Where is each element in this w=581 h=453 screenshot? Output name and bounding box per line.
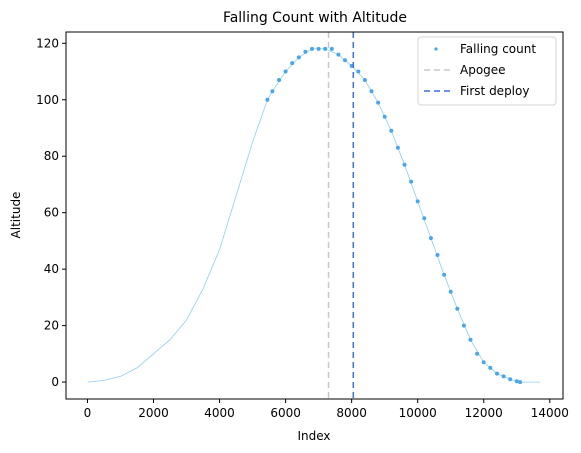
x-tick-label: 0: [84, 406, 92, 420]
falling-count-point: [461, 323, 466, 328]
falling-count-point: [428, 236, 433, 241]
x-tick-label: 2000: [138, 406, 169, 420]
legend-first-deploy-label: First deploy: [460, 84, 529, 98]
x-tick-label: 6000: [270, 406, 301, 420]
falling-count-point: [475, 351, 480, 356]
falling-count-point: [395, 145, 400, 150]
chart-title: Falling Count with Altitude: [223, 10, 407, 26]
y-tick-label: 20: [44, 319, 59, 333]
falling-count-point: [265, 97, 270, 102]
y-tick-label: 0: [51, 375, 59, 389]
plot-frame: [65, 31, 564, 400]
y-tick-label: 60: [44, 206, 59, 220]
falling-count-point: [481, 360, 486, 365]
falling-count-point: [514, 379, 519, 384]
falling-count-point: [316, 46, 321, 51]
falling-count-point: [283, 69, 288, 74]
falling-count-point: [277, 78, 281, 82]
falling-count-point: [488, 365, 493, 370]
falling-count-point: [402, 162, 407, 167]
y-tick-label: 40: [44, 262, 59, 276]
falling-count-point: [415, 199, 420, 204]
y-axis-label: Altitude: [9, 192, 23, 239]
falling-count-point: [323, 46, 328, 51]
falling-count-point: [376, 100, 381, 105]
legend-box: [417, 36, 557, 106]
falling-count-point: [389, 128, 394, 133]
falling-count-point: [501, 374, 506, 379]
falling-count-point: [362, 78, 367, 82]
falling-count-point: [336, 52, 341, 57]
falling-count-point: [442, 272, 447, 277]
falling-count-point: [455, 306, 460, 311]
falling-count-point: [422, 216, 427, 221]
x-tick-label: 10000: [399, 406, 437, 420]
y-tick-label: 100: [36, 93, 59, 107]
falling-count-point: [382, 114, 387, 119]
x-tick-label: 8000: [336, 406, 367, 420]
x-tick-label: 14000: [531, 406, 569, 420]
x-tick-label: 4000: [204, 406, 235, 420]
falling-count-point: [518, 380, 523, 385]
legend-apogee-label: Apogee: [460, 63, 506, 77]
falling-count-point: [435, 253, 440, 257]
y-tick-label: 120: [36, 36, 59, 50]
falling-count-point: [329, 46, 334, 51]
y-tick-label: 80: [44, 149, 59, 163]
falling-count-point: [310, 46, 314, 51]
falling-count-point: [270, 89, 275, 94]
falling-count-point: [303, 49, 308, 54]
falling-count-point: [508, 377, 513, 382]
x-axis-label: Index: [297, 429, 330, 443]
altitude-line: [87, 48, 540, 383]
falling-count-point: [343, 58, 347, 63]
falling-count-point: [296, 55, 301, 60]
falling-count-point: [495, 371, 499, 376]
falling-count-point: [356, 69, 361, 74]
falling-count-point: [290, 61, 295, 66]
falling-count-point: [369, 89, 374, 94]
legend-falling-count-marker: [434, 47, 438, 51]
falling-count-point: [448, 289, 453, 294]
falling-count-point: [468, 337, 473, 342]
legend: Falling count Apogee First deploy: [417, 36, 557, 106]
x-tick-label: 12000: [465, 406, 503, 420]
falling-count-point: [409, 179, 414, 184]
legend-falling-count-label: Falling count: [460, 42, 536, 56]
